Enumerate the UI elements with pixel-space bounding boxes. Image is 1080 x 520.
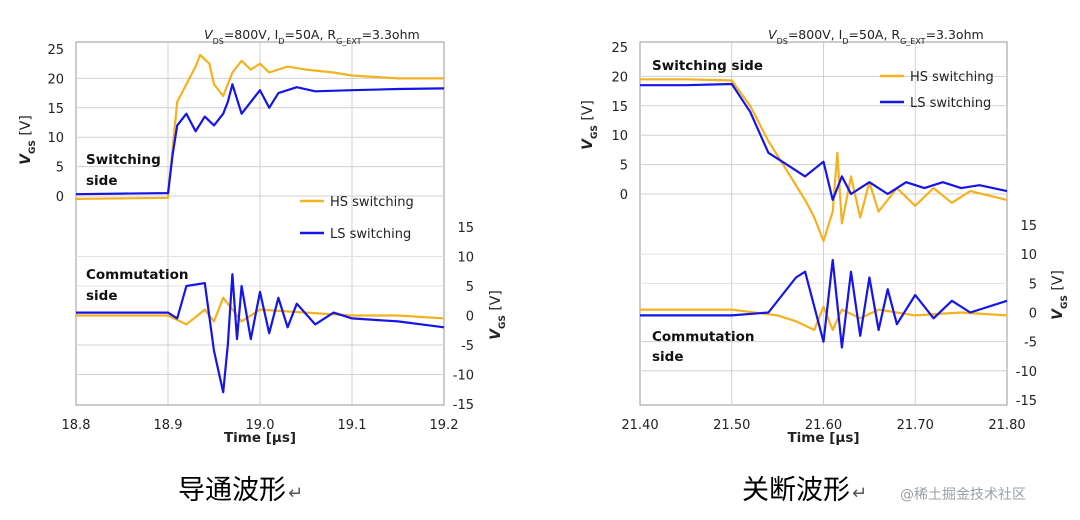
right-y-axis-label: VGS [V] bbox=[488, 290, 508, 340]
annotation-switching-side: side bbox=[86, 173, 117, 189]
legend-label: LS switching bbox=[910, 96, 991, 111]
x-tick-label: 21.40 bbox=[621, 418, 658, 433]
right-y-tick-label: -5 bbox=[461, 339, 474, 354]
right-y-tick-label: -5 bbox=[1024, 336, 1037, 351]
watermark: @稀土掘金技术社区 bbox=[900, 487, 1026, 503]
caption-turn-off: 关断波形 ↵ bbox=[742, 475, 868, 506]
x-axis-label: Time [µs] bbox=[224, 430, 296, 446]
annotation-switching-side: Switching bbox=[86, 152, 161, 168]
right-y-axis-label: VGS [V] bbox=[1050, 270, 1070, 320]
right-y-tick-label: -15 bbox=[453, 398, 474, 413]
x-tick-label: 18.8 bbox=[62, 418, 91, 433]
left-y-tick-label: 10 bbox=[47, 131, 64, 146]
right-y-tick-label: 10 bbox=[457, 251, 474, 266]
legend-label: LS switching bbox=[330, 227, 411, 242]
hs-switching-upper-line bbox=[75, 53, 444, 200]
left-y-tick-label: 25 bbox=[47, 43, 64, 58]
left-y-tick-label: 0 bbox=[56, 190, 64, 205]
x-tick-label: 19.0 bbox=[246, 418, 275, 433]
ls-switching-lower-line bbox=[640, 258, 1008, 349]
right-y-tick-label: -10 bbox=[1016, 365, 1037, 380]
annotation-commutation-side: side bbox=[652, 349, 683, 365]
ls-switching-upper-line bbox=[75, 83, 445, 196]
hs-switching-lower-line bbox=[640, 305, 1008, 332]
annotation-commutation-side: side bbox=[86, 288, 117, 304]
x-tick-label: 21.80 bbox=[988, 418, 1025, 433]
left-y-tick-label: 5 bbox=[620, 159, 628, 174]
x-tick-label: 19.2 bbox=[430, 418, 459, 433]
annotation-commutation-side: Commutation bbox=[86, 267, 188, 283]
caption-turn-on: 导通波形 ↵ bbox=[178, 475, 304, 506]
chart-title: VDS=800V, ID=50A, RG_EXT=3.3ohm bbox=[204, 27, 420, 46]
right-y-tick-label: 5 bbox=[1029, 277, 1037, 292]
right-y-tick-label: -10 bbox=[453, 369, 474, 384]
x-tick-label: 21.60 bbox=[805, 418, 842, 433]
left-y-tick-label: 15 bbox=[611, 100, 628, 115]
left-y-tick-label: 25 bbox=[611, 41, 628, 56]
ls-switching-upper-line bbox=[640, 82, 1008, 201]
x-tick-label: 21.70 bbox=[897, 418, 934, 433]
left-y-tick-label: 20 bbox=[47, 72, 64, 87]
annotation-commutation-side: Commutation bbox=[652, 329, 754, 345]
chart-panel-1: 18.8 18.9 19.0 19.1 19.2 25 20 15 10 5 0 15 10 5 0 -5 -1… bbox=[18, 27, 508, 446]
chart-panel-2: 21.40 21.50 21.60 21.70 21.80 25 20 15 10 5 0 15 10 5… bbox=[580, 27, 1070, 446]
left-y-tick-label: 20 bbox=[611, 70, 628, 85]
hs-switching-upper-line bbox=[640, 78, 1008, 243]
left-y-axis-label: VGS [V] bbox=[580, 100, 600, 150]
right-y-tick-label: 10 bbox=[1020, 248, 1037, 263]
left-y-tick-label: 10 bbox=[611, 129, 628, 144]
annotation-switching-side: Switching side bbox=[652, 58, 763, 74]
legend-label: HS switching bbox=[910, 70, 994, 85]
left-y-tick-label: 15 bbox=[47, 102, 64, 117]
x-tick-label: 19.1 bbox=[338, 418, 367, 433]
right-y-tick-label: -15 bbox=[1016, 394, 1037, 409]
right-y-tick-label: 5 bbox=[466, 280, 474, 295]
legend-label: HS switching bbox=[330, 195, 414, 210]
right-y-tick-label: 0 bbox=[1029, 307, 1037, 322]
right-y-tick-label: 15 bbox=[1020, 219, 1037, 234]
left-y-tick-label: 0 bbox=[620, 188, 628, 203]
ls-switching-lower-line bbox=[76, 273, 445, 394]
left-y-tick-label: 5 bbox=[56, 161, 64, 176]
right-y-tick-label: 0 bbox=[466, 310, 474, 325]
x-tick-label: 21.50 bbox=[713, 418, 750, 433]
chart-title: VDS=800V, ID=50A, RG_EXT=3.3ohm bbox=[768, 27, 984, 46]
x-axis-label: Time [µs] bbox=[787, 430, 859, 446]
x-tick-label: 18.9 bbox=[154, 418, 183, 433]
right-y-tick-label: 15 bbox=[457, 221, 474, 236]
left-y-axis-label: VGS [V] bbox=[18, 115, 38, 165]
